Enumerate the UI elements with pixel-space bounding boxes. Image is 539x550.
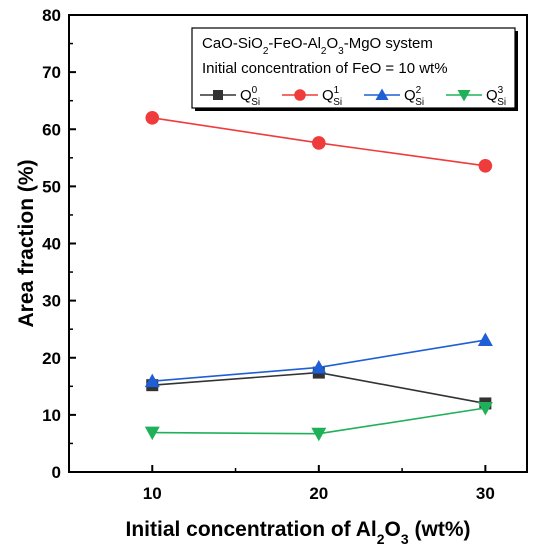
y-tick-label: 10 [42,406,61,425]
y-tick-label: 70 [42,63,61,82]
x-tick-label: 10 [143,484,162,503]
legend-label-q1: Q1 Si [322,85,342,108]
data-point-q3 [144,426,160,441]
legend-title-feo: Initial concentration of FeO = 10 wt% [202,60,448,77]
data-point-q1 [312,136,326,150]
data-point-q1 [478,159,493,173]
y-axis-title: Area fraction (%) [15,159,38,327]
x-axis-title: Initial concentration of Al2O3 (wt%) [126,518,471,547]
y-tick-label: 50 [42,177,61,196]
y-tick-label: 80 [42,6,61,25]
y-tick-label: 60 [42,120,61,139]
legend-label-q0: Q0 Si [240,85,260,108]
legend-title-system: CaO-SiO2-FeO-Al2O3-MgO system [202,35,433,57]
x-tick-label: 20 [309,484,328,503]
y-tick-label: 0 [52,463,61,482]
legend-label-q3: Q3 Si [486,85,506,108]
data-point-q1 [145,111,160,125]
legend-marker-q0 [213,90,223,100]
y-tick-label: 30 [42,292,61,311]
data-point-q3 [311,427,327,442]
y-tick-label: 40 [42,235,61,254]
data-point-q3 [477,402,493,416]
data-point-q2 [311,359,327,374]
legend-marker-q2 [375,88,389,100]
legend-marker-q3 [457,90,471,102]
legend-label-q2: Q2 Si [404,85,424,108]
data-point-q2 [144,373,160,388]
legend-marker-q1 [294,89,306,101]
x-tick-label: 30 [476,484,495,503]
data-point-q2 [477,332,493,347]
y-tick-label: 20 [42,349,61,368]
